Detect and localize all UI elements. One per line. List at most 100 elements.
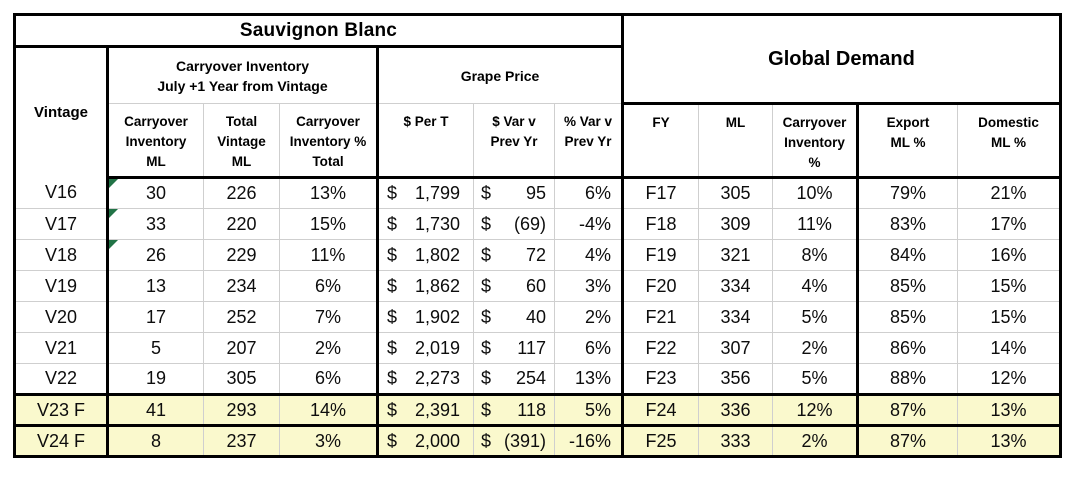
cell-carryover-inventory-ml: 19 — [106, 363, 204, 396]
cell-fy: F18 — [621, 208, 699, 240]
header-vintage: Vintage — [34, 104, 88, 122]
cell-ml: 321 — [698, 239, 773, 271]
cell-total-vintage-ml: 237 — [203, 425, 280, 457]
currency-symbol: $ — [387, 368, 398, 388]
cell-fy: F24 — [621, 394, 699, 427]
cell-dollar-var: $ (69) — [473, 208, 555, 240]
cell-total-vintage-ml: 207 — [203, 332, 280, 364]
currency-symbol: $ — [387, 275, 398, 296]
cell-domestic-ml-pct: 15% — [957, 301, 1061, 333]
cell-ml: 305 — [698, 177, 773, 209]
currency-symbol: $ — [387, 213, 398, 234]
currency-symbol: $ — [481, 275, 492, 296]
cell-vintage: V19 — [14, 270, 108, 302]
cell-fy: F20 — [621, 270, 699, 302]
cell-ml: 336 — [698, 394, 773, 427]
cell-carryover-inventory-ml: 8 — [106, 425, 204, 457]
cell-gd-carryover-pct: 12% — [772, 394, 858, 427]
cell-pct-var: 6% — [554, 332, 623, 364]
cell-carryover-inventory-ml: 5 — [106, 332, 204, 364]
cell-dollar-var: $40 — [473, 301, 555, 333]
cell-price-per-t: $1,862 — [376, 270, 474, 302]
cell-carryover-inventory-ml: 41 — [106, 394, 204, 427]
cell-vintage: V22 — [14, 363, 108, 396]
currency-symbol: $ — [387, 244, 398, 265]
cell-carryover-pct-total: 6% — [279, 363, 378, 396]
cell-total-vintage-ml: 220 — [203, 208, 280, 240]
group-header-line: July +1 Year from Vintage — [157, 77, 328, 94]
group-header-line: Carryover Inventory — [175, 57, 310, 74]
cell-gd-carryover-pct: 8% — [772, 239, 858, 271]
cell-dollar-var: $ (391) — [473, 425, 555, 457]
cell-carryover-inventory-ml: 33 — [106, 208, 204, 240]
cell-carryover-pct-total: 3% — [279, 425, 378, 457]
cell-domestic-ml-pct: 16% — [957, 239, 1061, 271]
title-row: Sauvignon Blanc Global Demand — [14, 14, 1061, 105]
cell-dollar-var: $95 — [473, 177, 555, 209]
cell-vintage: V17 — [14, 208, 108, 240]
table-row: V16 30 226 13% $1,799 $95 6% F17 305 10%… — [14, 177, 1061, 209]
cell-fy: F23 — [621, 363, 699, 396]
currency-symbol: $ — [481, 430, 492, 451]
cell-domestic-ml-pct: 12% — [957, 363, 1061, 396]
header-dollar-var-prev-yr: $ Var v Prev Yr — [473, 103, 555, 179]
cell-price-per-t: $1,730 — [376, 208, 474, 240]
cell-carryover-pct-total: 7% — [279, 301, 378, 333]
header-export-ml-pct: Export ML % — [856, 103, 958, 179]
cell-gd-carryover-pct: 5% — [772, 363, 858, 396]
header-carryover-inventory-pct-total: Carryover Inventory % Total — [279, 103, 378, 179]
cell-ml: 333 — [698, 425, 773, 457]
cell-carryover-pct-total: 11% — [279, 239, 378, 271]
cell-vintage: V20 — [14, 301, 108, 333]
header-ml: ML — [698, 103, 773, 179]
cell-export-ml-pct: 87% — [856, 425, 958, 457]
header-fy: FY — [621, 103, 699, 179]
group-header-row: Vintage Carryover Inventory July +1 Year… — [15, 46, 1061, 121]
table-row-forecast: V24 F 8 237 3% $2,000 $ (391) -16% F25 33… — [14, 425, 1061, 457]
cell-carryover-pct-total: 13% — [279, 177, 378, 209]
error-flag-icon — [110, 240, 118, 249]
table-row: V17 33 220 15% $1,730 $ (69) -4% F18 309 … — [14, 208, 1061, 240]
table-row-forecast: V23 F 41 293 14% $2,391 $118 5% F24 336 … — [14, 394, 1061, 427]
sub-header-row: Carryover Inventory ML Total Vintage ML Carr… — [15, 103, 1061, 179]
cell-gd-carryover-pct: 2% — [772, 425, 858, 457]
cell-export-ml-pct: 84% — [856, 239, 958, 271]
cell-price-per-t: $2,000 — [376, 425, 474, 457]
cell-price-per-t: $2,273 — [376, 363, 474, 396]
cell-pct-var: 5% — [554, 394, 623, 427]
currency-symbol: $ — [387, 399, 398, 420]
cell-gd-carryover-pct: 4% — [772, 270, 858, 302]
cell-price-per-t: $1,802 — [376, 239, 474, 271]
currency-symbol: $ — [387, 337, 398, 358]
cell-fy: F19 — [621, 239, 699, 271]
header-carryover-inventory-ml: Carryover Inventory ML — [106, 103, 204, 179]
cell-ml: 309 — [698, 208, 773, 240]
cell-export-ml-pct: 79% — [856, 177, 958, 209]
currency-symbol: $ — [481, 337, 492, 358]
cell-fy: F22 — [621, 332, 699, 364]
cell-ml: 356 — [698, 363, 773, 396]
group-header-line: Grape Price — [460, 67, 540, 84]
currency-symbol: $ — [387, 306, 398, 327]
cell-export-ml-pct: 85% — [856, 301, 958, 333]
cell-vintage: V24 F — [14, 425, 108, 457]
header-pct-var-prev-yr: % Var v Prev Yr — [554, 103, 623, 179]
cell-domestic-ml-pct: 15% — [957, 270, 1061, 302]
cell-total-vintage-ml: 234 — [203, 270, 280, 302]
cell-dollar-var: $60 — [473, 270, 555, 302]
header-group-carryover-inventory: Carryover Inventory July +1 Year from Vi… — [106, 46, 378, 104]
cell-vintage: V16 — [14, 177, 108, 209]
cell-gd-carryover-pct: 11% — [772, 208, 858, 240]
currency-symbol: $ — [481, 183, 492, 203]
cell-total-vintage-ml: 293 — [203, 394, 280, 427]
wine-supply-demand-table: Sauvignon Blanc Global Demand Vintage Ca… — [13, 13, 1062, 458]
cell-total-vintage-ml: 305 — [203, 363, 280, 396]
cell-export-ml-pct: 87% — [856, 394, 958, 427]
error-flag-icon — [110, 209, 118, 218]
cell-price-per-t: $2,391 — [376, 394, 474, 427]
right-section-title: Global Demand — [621, 14, 1061, 105]
cell-price-per-t: $1,902 — [376, 301, 474, 333]
currency-symbol: $ — [481, 306, 492, 327]
cell-carryover-inventory-ml: 26 — [106, 239, 204, 271]
cell-pct-var: 13% — [554, 363, 623, 396]
